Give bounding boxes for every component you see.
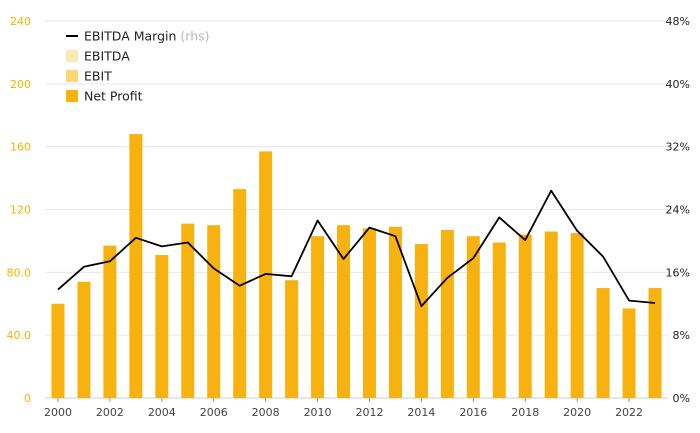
y-left-tick-label: 80.0 (7, 266, 32, 279)
legend-suffix: (rhs) (176, 29, 209, 44)
x-tick-label: 2022 (615, 406, 643, 419)
legend-label-ebit: EBIT (84, 69, 112, 84)
x-tick-label: 2016 (459, 406, 487, 419)
bar-net-profit (544, 231, 558, 398)
bar-net-profit (492, 242, 506, 398)
x-tick-label: 2004 (148, 406, 176, 419)
bar-net-profit (414, 244, 428, 398)
x-tick-label: 2002 (96, 406, 124, 419)
y-right-tick-label: 8% (673, 329, 690, 342)
legend-label-ebitda: EBITDA (84, 49, 130, 64)
x-tick-label: 2018 (511, 406, 539, 419)
x-tick-label: 2012 (355, 406, 383, 419)
x-tick-label: 2006 (200, 406, 228, 419)
bar-net-profit (181, 223, 195, 398)
legend-swatch-ebit (66, 70, 78, 82)
bar-net-profit (285, 280, 299, 398)
y-right-tick-label: 40% (666, 78, 690, 91)
bar-net-profit (129, 134, 143, 398)
x-tick-label: 2020 (563, 406, 591, 419)
y-left-tick-label: 40.0 (7, 329, 32, 342)
bar-net-profit (155, 255, 169, 398)
bar-net-profit (311, 236, 325, 398)
bar-net-profit (622, 308, 636, 398)
bar-net-profit (570, 233, 584, 398)
bar-net-profit (207, 225, 221, 398)
y-right-tick-label: 16% (666, 266, 690, 279)
x-tick-label: 2014 (407, 406, 435, 419)
bar-net-profit (648, 288, 662, 398)
x-tick-label: 2008 (252, 406, 280, 419)
y-left-tick-label: 160 (10, 141, 31, 154)
y-left-tick-label: 200 (10, 78, 31, 91)
y-right-tick-label: 24% (666, 204, 690, 217)
x-tick-label: 2000 (44, 406, 72, 419)
bar-net-profit (596, 288, 610, 398)
bar-net-profit (466, 236, 480, 398)
line-ebitda-margin (57, 189, 656, 308)
bar-net-profit (388, 226, 402, 398)
x-tick-label: 2010 (304, 406, 332, 419)
bar-net-profit (337, 225, 351, 398)
bar-net-profit (103, 245, 117, 398)
y-left-tick-label: 240 (10, 15, 31, 28)
legend-label-ebitda_margin: EBITDA Margin (rhs) (84, 29, 210, 44)
bar-net-profit (362, 228, 376, 398)
legend-label-net_profit: Net Profit (84, 89, 143, 104)
bar-net-profit (440, 229, 454, 398)
bar-net-profit (518, 234, 532, 398)
y-left-tick-label: 120 (10, 204, 31, 217)
legend-swatch-net_profit (66, 90, 78, 102)
legend-swatch-ebitda (66, 50, 78, 62)
y-right-tick-label: 0% (673, 392, 690, 405)
bar-net-profit (51, 303, 65, 398)
y-right-tick-label: 32% (666, 141, 690, 154)
y-right-tick-label: 48% (666, 15, 690, 28)
bar-net-profit (77, 281, 91, 398)
y-left-tick-label: 0 (24, 392, 31, 405)
bar-net-profit (233, 189, 247, 398)
